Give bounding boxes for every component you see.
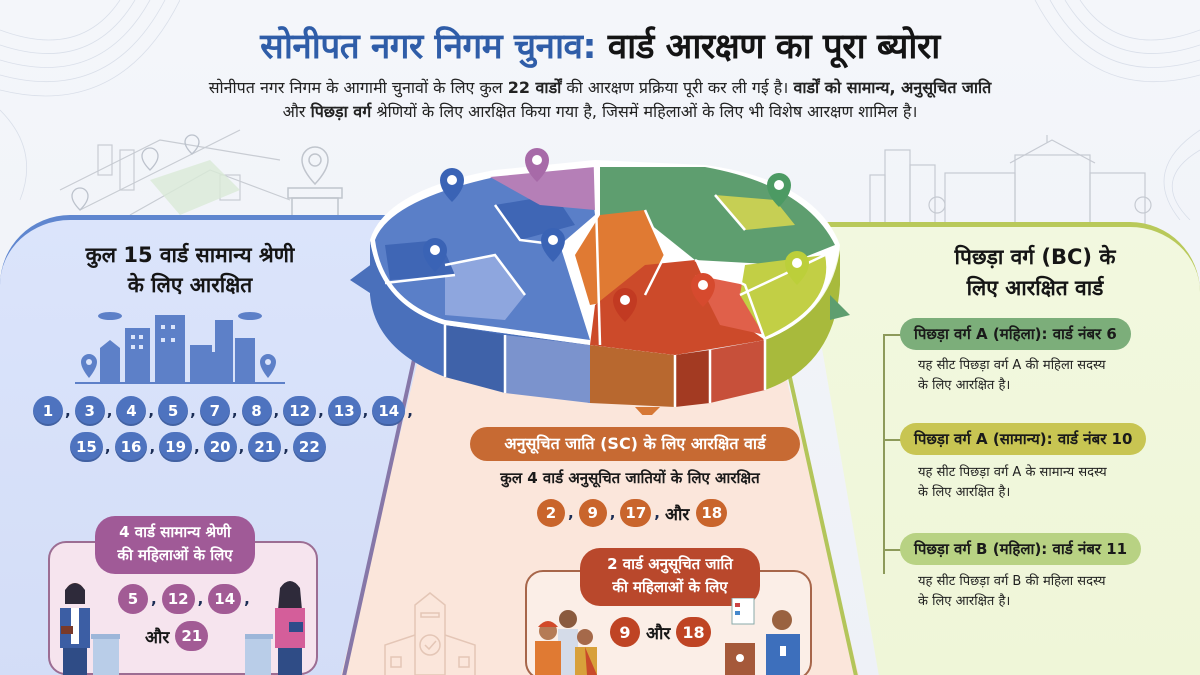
ward-map-illustration	[350, 148, 850, 415]
ward-badge: 20	[203, 432, 237, 462]
ward-badge: 17	[620, 499, 652, 527]
intro-text: श्रेणियों के लिए आरक्षित किया गया है, जि…	[376, 102, 918, 121]
sc-women-label-line-1: 2 वार्ड अनुसूचित जाति	[607, 555, 733, 573]
ward-badge: 22	[292, 432, 326, 462]
bc-item-label: पिछड़ा वर्ग A (महिला): वार्ड नंबर 6	[900, 318, 1131, 350]
bc-desc-line: के लिए आरक्षित है।	[918, 594, 1011, 609]
ward-badge: 18	[676, 617, 711, 647]
voter-group-figure	[535, 610, 597, 675]
city-skyline-icon	[75, 312, 285, 384]
ward-badge: 9	[610, 617, 640, 647]
bc-item-description: यह सीट पिछड़ा वर्ग A के सामान्य सदस्य के…	[918, 463, 1148, 503]
sc-women-label-line-2: की महिलाओं के लिए	[612, 578, 728, 596]
ward-badge: 16	[114, 432, 148, 462]
general-women-label-line-1: 4 वार्ड सामान्य श्रेणी	[119, 523, 231, 541]
town-hall-illustration	[384, 592, 476, 675]
ward-badge: 18	[696, 499, 728, 527]
general-women-label-line-2: की महिलाओं के लिए	[117, 546, 233, 564]
ward-badge: 21	[248, 432, 282, 462]
ward-badge: 4	[116, 396, 147, 426]
and-text: और	[664, 504, 690, 525]
intro-paragraph: सोनीपत नगर निगम के आगामी चुनावों के लिए …	[70, 76, 1130, 124]
title-part-1: सोनीपत नगर निगम चुनाव:	[260, 27, 596, 67]
general-heading-line-2: के लिए आरक्षित	[127, 273, 253, 297]
ward-badge: 1	[33, 396, 63, 426]
decorative-swirl-left	[0, 0, 180, 201]
ward-badge: 14	[208, 584, 242, 614]
ward-badge: 2	[537, 499, 565, 527]
bc-heading-line-2: लिए आरक्षित वार्ड	[966, 276, 1104, 300]
woman-voter-figure-left	[60, 583, 120, 675]
bc-heading-line-1: पिछड़ा वर्ग (BC) के	[954, 245, 1116, 269]
bc-connector	[884, 334, 902, 336]
ward-badge: 21	[175, 621, 209, 651]
ward-badge: 13	[327, 396, 361, 426]
sc-women-label: 2 वार्ड अनुसूचित जाति की महिलाओं के लिए	[580, 548, 760, 606]
poll-officer-figure	[725, 598, 800, 675]
intro-text: सोनीपत नगर निगम के आगामी चुनावों के लिए …	[208, 78, 503, 97]
ward-badge: 15	[70, 432, 103, 462]
ward-badge: 12	[161, 584, 195, 614]
map-pins	[423, 148, 809, 322]
bc-desc-line: के लिए आरक्षित है।	[918, 378, 1011, 393]
ward-badge: 19	[159, 432, 193, 462]
ward-badge: 5	[158, 396, 189, 426]
bc-desc-line: के लिए आरक्षित है।	[918, 485, 1011, 500]
general-heading: कुल 15 वार्ड सामान्य श्रेणी के लिए आरक्ष…	[40, 240, 340, 300]
bc-desc-line: यह सीट पिछड़ा वर्ग B की महिला सदस्य	[918, 574, 1106, 589]
bc-heading: पिछड़ा वर्ग (BC) के लिए आरक्षित वार्ड	[920, 242, 1150, 304]
ward-badge: 14	[372, 396, 406, 426]
general-heading-line-1: कुल 15 वार्ड सामान्य श्रेणी	[85, 243, 295, 267]
bc-item-description: यह सीट पिछड़ा वर्ग B की महिला सदस्य के ल…	[918, 572, 1148, 612]
ward-badge: 3	[74, 396, 105, 426]
ward-badge: 12	[283, 396, 317, 426]
ward-badge: 5	[118, 584, 148, 614]
and-text: और	[145, 627, 170, 648]
general-women-wards-row-1: 5, 12, 14,	[118, 584, 252, 614]
bc-desc-line: यह सीट पिछड़ा वर्ग A के सामान्य सदस्य	[918, 465, 1107, 480]
ward-badge: 7	[199, 396, 230, 426]
bc-item-description: यह सीट पिछड़ा वर्ग A की महिला सदस्य के ल…	[918, 356, 1148, 396]
decorative-swirl-right	[1034, 0, 1200, 220]
ward-badge: 9	[578, 499, 607, 527]
title-part-2: वार्ड आरक्षण का पूरा ब्योरा	[607, 27, 941, 67]
intro-text: की आरक्षण प्रक्रिया पूरी कर ली गई है।	[566, 78, 789, 97]
general-women-wards-row-2: और 21	[145, 621, 209, 651]
municipal-building-illustration	[869, 135, 1152, 225]
bc-tree-connector	[883, 334, 903, 574]
sc-heading: अनुसूचित जाति (SC) के लिए आरक्षित वार्ड	[470, 427, 800, 461]
intro-text: और	[282, 102, 306, 121]
sc-wards: 2, 9, 17, और 18	[537, 499, 728, 527]
bc-item-label: पिछड़ा वर्ग A (सामान्य): वार्ड नंबर 10	[900, 423, 1147, 455]
general-women-label: 4 वार्ड सामान्य श्रेणी की महिलाओं के लिए	[95, 516, 255, 574]
and-text: और	[646, 623, 671, 644]
page-title: सोनीपत नगर निगम चुनाव: वार्ड आरक्षण का प…	[0, 22, 1200, 69]
intro-highlight-bc: पिछड़ा वर्ग	[310, 102, 372, 121]
general-wards-row-1: 1, 3, 4, 5, 7, 8, 12, 13, 14,	[33, 396, 415, 426]
ballot-box-pin-illustration	[287, 146, 343, 220]
sc-women-wards: 9 और 18	[610, 617, 711, 647]
sc-subheading: कुल 4 वार्ड अनुसूचित जातियों के लिए आरक्…	[500, 469, 760, 487]
bc-desc-line: यह सीट पिछड़ा वर्ग A की महिला सदस्य	[918, 358, 1106, 373]
woman-voter-figure-right	[245, 581, 305, 675]
bc-connector	[884, 549, 902, 551]
intro-highlight-total-wards: 22 वार्डों	[507, 78, 562, 97]
ward-badge: 8	[241, 396, 272, 426]
bc-connector	[884, 439, 902, 441]
city-map-illustration	[59, 129, 291, 216]
intro-highlight-categories: वार्डों को सामान्य, अनुसूचित जाति	[793, 78, 992, 97]
bc-item-label: पिछड़ा वर्ग B (महिला): वार्ड नंबर 11	[900, 533, 1142, 565]
general-wards-row-2: 15, 16, 19, 20, 21, 22	[70, 432, 326, 462]
